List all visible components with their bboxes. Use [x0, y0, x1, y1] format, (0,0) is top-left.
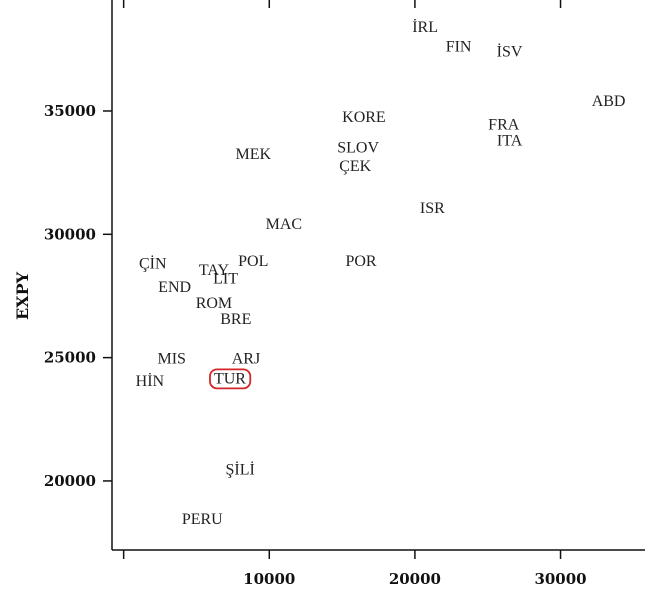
point-label-end: END	[158, 279, 191, 296]
point-label-por: POR	[345, 253, 376, 270]
point-label-i̇sv: İSV	[497, 43, 523, 61]
point-label-isr: ISR	[420, 200, 445, 217]
point-label-fra: FRA	[488, 116, 520, 133]
point-label-mis: MIS	[157, 351, 185, 368]
point-label-lit: LIT	[213, 270, 238, 287]
point-label-peru: PERU	[182, 511, 223, 528]
point-label-pol: POL	[238, 253, 268, 270]
point-label-tay: TAY	[199, 262, 230, 279]
point-label-hi̇n: HİN	[136, 372, 165, 390]
point-label-arj: ARJ	[232, 351, 260, 368]
point-label-abd: ABD	[592, 93, 626, 110]
point-label-slov: SLOV	[337, 140, 379, 157]
point-label-rom: ROM	[196, 295, 232, 312]
point-label-kore: KORE	[342, 109, 386, 126]
y-tick-label: 20000	[44, 472, 96, 490]
axes	[111, 0, 645, 551]
y-tick-label: 30000	[44, 225, 96, 243]
x-tick-label: 30000	[534, 570, 586, 588]
highlight-box	[209, 368, 252, 390]
ticks: 10000 20000 30000 20000 25000 30000 35000	[44, 0, 587, 588]
point-label-şi̇li̇: ŞİLİ	[225, 461, 254, 479]
point-label-çi̇n: ÇİN	[139, 255, 167, 273]
x-tick-label: 10000	[243, 570, 295, 588]
point-label-tur: TUR	[214, 370, 246, 387]
point-label-fin: FIN	[446, 39, 472, 56]
point-label-mek: MEK	[235, 146, 271, 163]
point-label-ita: ITA	[497, 132, 523, 149]
point-label-mac: MAC	[266, 216, 302, 233]
point-label-bre: BRE	[220, 311, 251, 328]
point-label-i̇rl: İRL	[412, 18, 438, 36]
x-tick-label: 20000	[389, 570, 441, 588]
y-axis-title: EXPY	[13, 271, 32, 320]
point-label-çek: ÇEK	[339, 158, 371, 175]
y-tick-label: 35000	[44, 102, 96, 120]
y-tick-label: 25000	[44, 349, 96, 367]
